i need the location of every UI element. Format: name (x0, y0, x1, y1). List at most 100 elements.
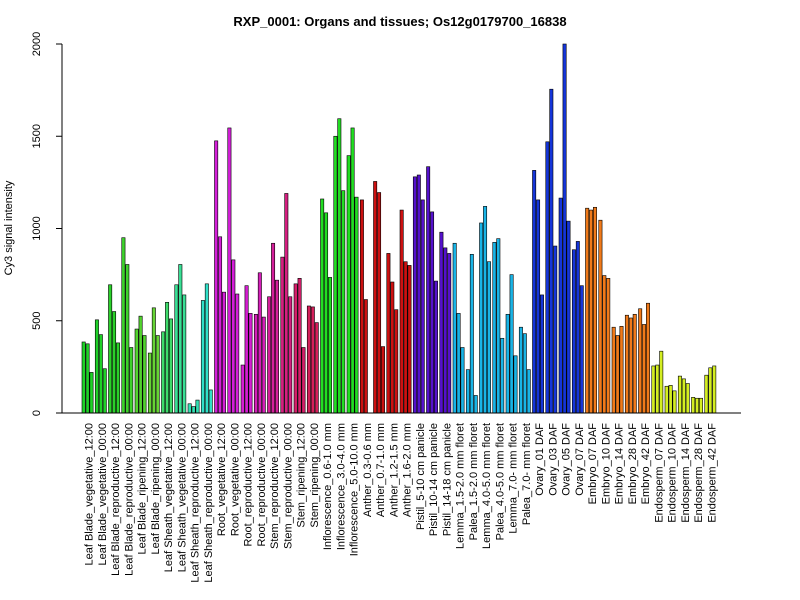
x-tick-label: Inflorescence_3.0-4.0 mm (335, 423, 347, 550)
x-tick-label: Root_vegetative_12:00 (216, 423, 228, 536)
bar (267, 296, 272, 414)
bar (261, 316, 266, 414)
bar (545, 141, 550, 414)
bar (407, 265, 412, 414)
bar (240, 364, 245, 414)
bar (460, 347, 465, 414)
x-tick-label: Anther_0.7-1.0 mm (375, 423, 387, 517)
bar (129, 347, 134, 414)
bar (708, 367, 713, 414)
bar (297, 278, 302, 414)
bar (522, 333, 527, 414)
x-tick-label: Ovary_03 DAF (547, 423, 559, 496)
x-tick-label: Anther_0.3-0.6 mm (362, 423, 374, 517)
bar (558, 197, 563, 414)
bar (695, 397, 700, 414)
x-tick-label: Embryo_07 DAF (587, 423, 599, 505)
bar (465, 369, 470, 414)
bar (151, 307, 156, 414)
y-tick-label: 2000 (31, 32, 43, 56)
x-tick-label: Anther_1.6-2.0 mm (402, 423, 414, 517)
bar (174, 284, 179, 414)
bars-group (81, 43, 717, 414)
bar (222, 291, 226, 414)
bar (443, 247, 448, 414)
bar (147, 352, 152, 414)
bar (615, 335, 620, 414)
bar (200, 300, 205, 414)
bar (434, 280, 438, 414)
x-tick-label: Leaf Sheath_vegetative_00:00 (176, 423, 188, 572)
bar (509, 274, 514, 414)
bar (672, 390, 677, 414)
bar (390, 281, 395, 414)
bar (218, 236, 223, 414)
bar (253, 313, 258, 414)
x-tick-label: Endosperm_07 DAF (653, 423, 665, 523)
chart-title: RXP_0001: Organs and tissues; Os12g01797… (233, 14, 566, 29)
bar (178, 264, 183, 414)
bar (598, 219, 603, 414)
bar (354, 196, 359, 414)
x-tick-label: Stem_reproductive_00:00 (282, 423, 294, 549)
bar (257, 272, 262, 414)
x-tick-labels: Leaf Blade_vegetative_12:00 Leaf Blade_ve… (84, 423, 719, 583)
bar (191, 406, 196, 414)
bar (571, 249, 576, 414)
x-tick-label: Leaf Blade_vegetative_12:00 (84, 423, 96, 566)
x-tick-label: Ovary_01 DAF (534, 423, 546, 496)
bar (712, 365, 717, 414)
bar (681, 378, 686, 414)
bar (611, 326, 616, 414)
bar (121, 237, 126, 414)
bar (593, 206, 597, 414)
x-tick-label: Inflorescence_0.6-1.0 mm (322, 423, 334, 550)
bar (341, 190, 346, 414)
bar (624, 314, 629, 414)
bar (553, 245, 558, 414)
x-tick-label: Stem_ripening_00:00 (309, 423, 321, 528)
x-tick-label: Embryo_42 DAF (640, 423, 652, 505)
bar (642, 324, 647, 414)
x-tick-label: Embryo_28 DAF (627, 423, 639, 505)
bar (359, 199, 364, 414)
bar (619, 325, 624, 414)
bar (536, 199, 541, 414)
x-tick-label: Stem_reproductive_12:00 (269, 423, 281, 549)
x-tick-label: Inflorescence_5.0-10.0 mm (349, 423, 361, 556)
bar (98, 334, 103, 414)
bar (314, 322, 319, 414)
bar (452, 242, 457, 414)
bar (208, 389, 213, 414)
bar (585, 207, 590, 414)
bar (244, 285, 249, 414)
bar (655, 364, 660, 414)
bar (248, 313, 253, 414)
x-tick-label: Lemma_4.0-5.0 mm floret (481, 423, 493, 549)
x-tick-label: Leaf Sheath_reproductive_00:00 (203, 423, 215, 583)
x-tick-label: Endosperm_14 DAF (680, 423, 692, 523)
bar (125, 264, 130, 414)
bar (602, 275, 607, 414)
y-tick-label: 1000 (31, 216, 43, 240)
bar (381, 346, 385, 414)
bar (231, 259, 236, 414)
x-tick-label: Leaf Blade_vegetative_00:00 (97, 423, 109, 566)
bar (677, 375, 682, 414)
bar (275, 279, 279, 414)
bar (540, 294, 544, 414)
y-tick-label: 500 (31, 312, 43, 330)
bar (169, 318, 173, 414)
bar (483, 206, 488, 414)
x-tick-label: Root_vegetative_00:00 (229, 423, 241, 536)
bar (500, 337, 505, 414)
y-axis-label: Cy3 signal intensity (3, 180, 15, 275)
x-tick-label: Endosperm_10 DAF (667, 423, 679, 523)
x-tick-label: Leaf Blade_reproductive_00:00 (123, 423, 135, 576)
x-tick-label: Leaf Blade_reproductive_12:00 (110, 423, 122, 576)
bar (416, 174, 421, 414)
bar (651, 365, 656, 414)
bar (102, 368, 107, 414)
bar (532, 170, 537, 414)
